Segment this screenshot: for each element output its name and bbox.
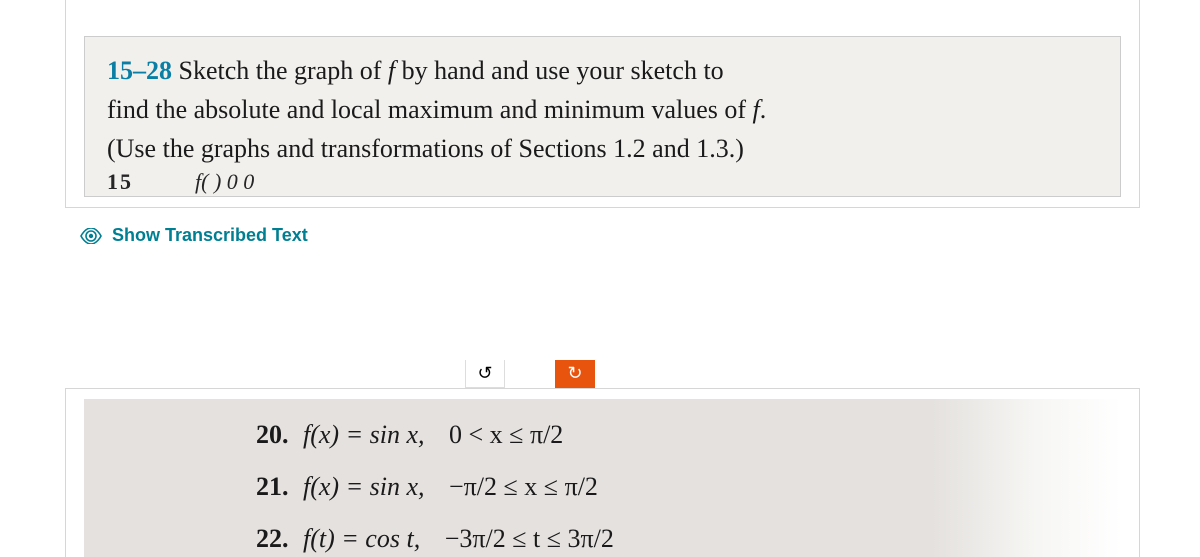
eye-icon	[80, 228, 102, 244]
problem-number: 22.	[256, 524, 289, 553]
problem-domain: −3π/2 ≤ t ≤ 3π/2	[445, 524, 614, 553]
rotate-left-button-2[interactable]: ↺	[465, 360, 505, 388]
instructions-line-1: 15–28 Sketch the graph of f by hand and …	[107, 51, 1098, 90]
cutoff-number: 15	[107, 165, 133, 198]
problem-function: f(x) = sin x,	[303, 472, 425, 501]
image-tabs-mid: ↺ ↻	[465, 360, 595, 388]
textbook-problems: 20. f(x) = sin x, 0 < x ≤ π/2 21. f(x) =…	[84, 399, 1121, 557]
rotate-right-button-2[interactable]: ↻	[555, 360, 595, 388]
show-transcribed-text-link[interactable]: Show Transcribed Text	[80, 225, 308, 246]
instructions-line-3: (Use the graphs and transformations of S…	[107, 129, 1098, 168]
problem-number: 21.	[256, 472, 289, 501]
problem-function: f(t) = cos t,	[303, 524, 420, 553]
problem-domain: −π/2 ≤ x ≤ π/2	[449, 472, 598, 501]
problem-function: f(x) = sin x,	[303, 420, 425, 449]
textbook-instructions: 15–28 Sketch the graph of f by hand and …	[84, 36, 1121, 197]
exercise-range: 15–28	[107, 56, 172, 85]
problem-domain: 0 < x ≤ π/2	[449, 420, 563, 449]
problem-row: 22. f(t) = cos t, −3π/2 ≤ t ≤ 3π/2	[256, 513, 1105, 557]
show-transcribed-label: Show Transcribed Text	[112, 225, 308, 246]
textbook-image-card-2: 20. f(x) = sin x, 0 < x ≤ π/2 21. f(x) =…	[65, 388, 1140, 557]
rotate-right-icon: ↻	[567, 363, 582, 384]
problem-row: 21. f(x) = sin x, −π/2 ≤ x ≤ π/2	[256, 461, 1105, 513]
problem-number: 20.	[256, 420, 289, 449]
rotate-left-icon: ↺	[477, 363, 492, 384]
problem-row: 20. f(x) = sin x, 0 < x ≤ π/2	[256, 409, 1105, 461]
textbook-image-card-1: 15–28 Sketch the graph of f by hand and …	[65, 0, 1140, 208]
instructions-line-2: find the absolute and local maximum and …	[107, 90, 1098, 129]
cutoff-function: f( ) 0 0	[195, 165, 254, 198]
